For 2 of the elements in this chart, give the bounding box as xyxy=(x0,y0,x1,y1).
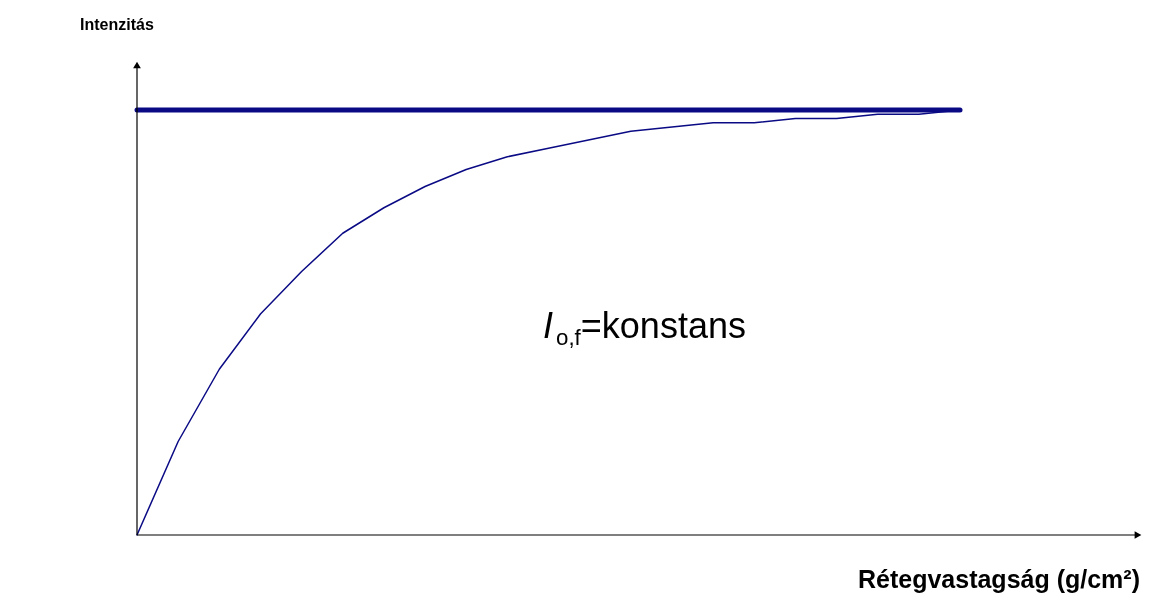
y-axis-title: Intenzitás xyxy=(80,16,154,33)
x-axis-title: Rétegvastagság (g/cm²) xyxy=(857,565,1140,593)
